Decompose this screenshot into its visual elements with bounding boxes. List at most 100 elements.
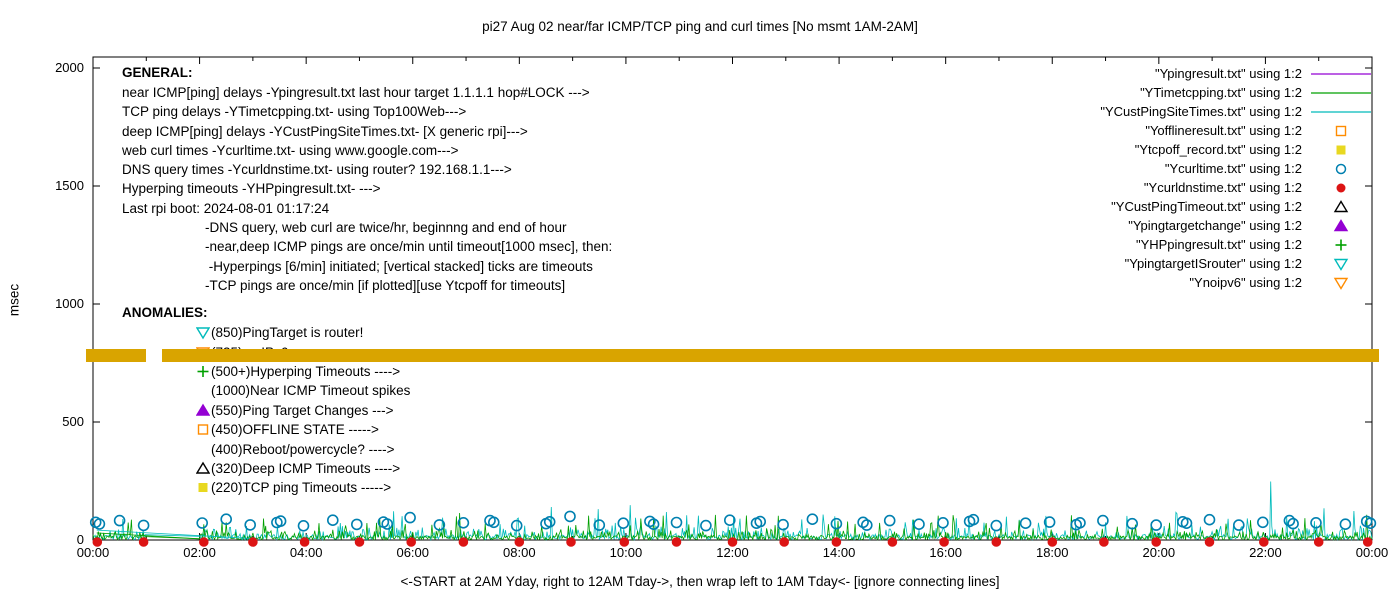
- curl-time-marker: [1150, 519, 1162, 531]
- curl-time-marker: [1283, 514, 1296, 527]
- y-tick-label: 2000: [55, 60, 84, 75]
- anomaly-marker: [196, 461, 210, 474]
- anomalies-heading: ANOMALIES:: [122, 305, 208, 320]
- dns-time-marker: [619, 537, 630, 547]
- legend-entry: "Ynoipv6" using 1:2: [960, 273, 1374, 292]
- curl-time-marker: [1364, 517, 1377, 530]
- y-tick-label: 0: [77, 532, 84, 547]
- curl-time-marker: [830, 517, 843, 530]
- curl-time-marker: [244, 519, 256, 531]
- curl-time-marker: [326, 514, 339, 527]
- legend-label: "Ypingtargetchange" using 1:2: [1128, 218, 1302, 233]
- anomaly-marker: [197, 365, 209, 377]
- open-triangle-up-icon: [196, 461, 210, 474]
- y-tick-label: 1000: [55, 296, 84, 311]
- curl-time-marker: [1310, 516, 1322, 529]
- x-tick-label: 10:00: [610, 545, 643, 560]
- legend-sample: [1333, 199, 1349, 212]
- general-line: TCP ping delays -YTimetcpping.txt- using…: [122, 104, 467, 120]
- x-tick-label: 16:00: [929, 545, 962, 560]
- legend-label: "YpingtargetISrouter" using 1:2: [1124, 256, 1302, 271]
- general-note: -near,deep ICMP pings are once/min until…: [205, 239, 613, 255]
- anomaly-item: (550)Ping Target Changes --->: [122, 401, 410, 420]
- dns-time-marker: [406, 537, 417, 547]
- curl-time-marker: [1257, 516, 1269, 529]
- anomaly-text: (500+)Hyperping Timeouts ---->: [211, 363, 401, 379]
- dns-time-marker: [1047, 537, 1058, 547]
- x-tick-label: 00:00: [77, 545, 110, 560]
- anomalies-block: ANOMALIES:(850)PingTarget is router!(735…: [122, 303, 410, 498]
- legend-entry: "Yofflineresult.txt" using 1:2: [960, 121, 1374, 140]
- dns-time-marker: [939, 537, 949, 547]
- dns-time-marker: [92, 537, 103, 547]
- anomaly-marker: [196, 327, 210, 340]
- dns-time-marker: [299, 537, 310, 547]
- x-tick-label: 22:00: [1249, 545, 1282, 560]
- chart-title: pi27 Aug 02 near/far ICMP/TCP ping and c…: [482, 19, 918, 34]
- legend-sample: [1311, 91, 1371, 94]
- legend-sample: [1333, 258, 1349, 271]
- y-tick-label: 500: [62, 414, 84, 429]
- anomaly-marker: [197, 424, 209, 435]
- curl-time-marker: [433, 519, 446, 531]
- curl-time-marker: [1019, 517, 1032, 530]
- legend-entry: "Ytcpoff_record.txt" using 1:2: [960, 140, 1374, 159]
- legend: "Ypingresult.txt" using 1:2 "YTimetcpping…: [960, 64, 1374, 292]
- y-axis-label: msec: [6, 283, 22, 317]
- legend-sample: [1335, 239, 1347, 250]
- legend-entry: "Ycurltime.txt" using 1:2: [960, 159, 1374, 178]
- ping-series-line: [92, 512, 1373, 542]
- curl-time-marker: [593, 519, 606, 531]
- curl-time-marker: [670, 516, 683, 529]
- legend-sample: [1311, 72, 1371, 75]
- curl-time-marker: [1126, 517, 1138, 530]
- curl-time-marker: [487, 516, 500, 529]
- anomaly-item: (400)Reboot/powercycle? ---->: [122, 439, 410, 458]
- dns-time-marker: [1313, 537, 1324, 547]
- curl-time-marker: [1097, 514, 1109, 527]
- curl-time-marker: [113, 514, 126, 527]
- dns-time-marker: [1204, 537, 1215, 547]
- curl-time-marker: [777, 518, 789, 531]
- curl-time-marker: [1180, 517, 1193, 530]
- dns-time-marker: [1099, 537, 1109, 547]
- curl-time-marker: [1233, 519, 1245, 531]
- general-line: DNS query times -Ycurldnstime.txt- using…: [122, 162, 512, 178]
- dns-time-marker: [199, 537, 209, 547]
- legend-sample: [1311, 110, 1371, 113]
- filled-triangle-up-icon: [196, 403, 210, 416]
- general-line: near ICMP[ping] delays -Ypingresult.txt …: [122, 85, 590, 100]
- curl-time-marker: [564, 510, 576, 523]
- x-tick-label: 02:00: [183, 545, 216, 560]
- y-tick-label: 1500: [55, 178, 84, 193]
- filled-square-icon: [198, 483, 208, 493]
- general-heading: GENERAL:: [122, 65, 193, 80]
- dns-time-marker: [887, 537, 898, 547]
- curl-time-marker: [297, 519, 310, 532]
- curl-time-marker: [543, 515, 556, 528]
- legend-label: "Ycurldnstime.txt" using 1:2: [1143, 180, 1302, 195]
- anomaly-text: (850)PingTarget is router!: [211, 325, 364, 341]
- legend-entry: "YpingtargetISrouter" using 1:2: [960, 254, 1374, 273]
- open-triangle-up-icon: [1333, 199, 1349, 212]
- general-line: Last rpi boot: 2024-08-01 01:17:24: [122, 200, 330, 216]
- curl-time-marker: [1339, 518, 1352, 531]
- legend-sample: [1336, 145, 1346, 154]
- anomaly-marker: [198, 483, 208, 493]
- curl-time-marker: [220, 513, 232, 526]
- legend-entry: "Ypingtargetchange" using 1:2: [960, 216, 1374, 235]
- curl-time-marker: [1203, 513, 1216, 526]
- legend-label: "Ycurltime.txt" using 1:2: [1164, 161, 1302, 176]
- x-tick-label: 18:00: [1036, 545, 1069, 560]
- anomaly-text: (550)Ping Target Changes --->: [211, 402, 394, 418]
- legend-label: "YCustPingTimeout.txt" using 1:2: [1111, 199, 1302, 214]
- filled-square-icon: [1336, 145, 1346, 154]
- x-tick-label: 08:00: [503, 545, 536, 560]
- anomaly-item: (500+)Hyperping Timeouts ---->: [122, 362, 410, 381]
- general-notes-block: GENERAL: near ICMP[ping] delays -Ypingres…: [122, 63, 612, 295]
- anomaly-item: (850)PingTarget is router!: [122, 323, 410, 342]
- legend-label: "YHPpingresult.txt" using 1:2: [1135, 237, 1302, 252]
- x-tick-label: 04:00: [290, 545, 323, 560]
- anomaly-marker: [196, 442, 210, 457]
